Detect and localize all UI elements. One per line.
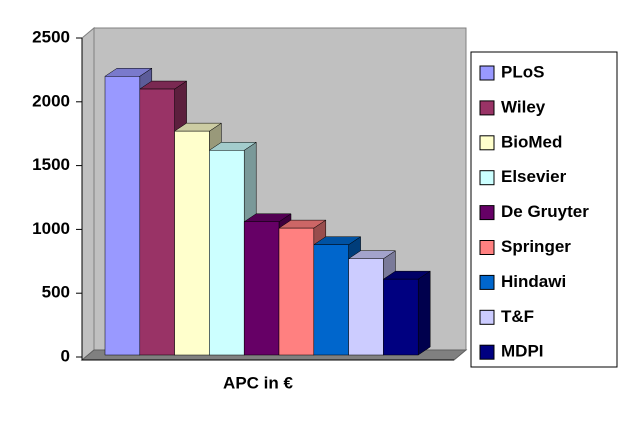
bar-front bbox=[313, 244, 349, 356]
legend-label: PLoS bbox=[501, 62, 544, 81]
bar-front bbox=[209, 150, 245, 356]
legend-label: Elsevier bbox=[501, 167, 567, 186]
y-tick-label: 1500 bbox=[32, 155, 70, 174]
legend-swatch bbox=[479, 240, 495, 255]
bar-front bbox=[104, 76, 141, 356]
legend-label: Hindawi bbox=[501, 272, 566, 291]
legend-swatch bbox=[479, 135, 495, 151]
legend-swatch bbox=[479, 205, 495, 221]
y-tick-label: 2000 bbox=[32, 91, 70, 110]
legend-swatch bbox=[479, 274, 495, 290]
legend-swatch bbox=[479, 100, 495, 116]
legend-label: T&F bbox=[501, 307, 534, 326]
legend bbox=[470, 51, 618, 368]
legend-label: Springer bbox=[501, 237, 571, 256]
legend-swatch bbox=[479, 65, 495, 81]
y-tick-label: 1000 bbox=[32, 219, 70, 238]
legend-label: MDPI bbox=[501, 342, 544, 361]
bar-front bbox=[243, 221, 280, 356]
y-tick-label: 2500 bbox=[32, 27, 70, 46]
side-wall bbox=[81, 26, 95, 362]
y-tick-label: 500 bbox=[42, 283, 70, 302]
legend-label: De Gruyter bbox=[501, 202, 589, 221]
legend-swatch bbox=[479, 344, 495, 360]
legend-label: Wiley bbox=[501, 97, 546, 116]
x-axis-label: APC in € bbox=[223, 373, 293, 392]
legend-label: BioMed bbox=[501, 132, 562, 151]
bar-side bbox=[417, 270, 431, 356]
bar bbox=[382, 270, 432, 356]
bar-front bbox=[348, 258, 384, 356]
bar-front bbox=[174, 130, 210, 356]
bar-front bbox=[383, 278, 419, 356]
bar-front bbox=[278, 227, 315, 356]
legend-swatch bbox=[479, 309, 495, 325]
legend-swatch bbox=[479, 170, 495, 186]
bar-front bbox=[139, 88, 175, 356]
y-tick-label: 0 bbox=[61, 346, 70, 365]
